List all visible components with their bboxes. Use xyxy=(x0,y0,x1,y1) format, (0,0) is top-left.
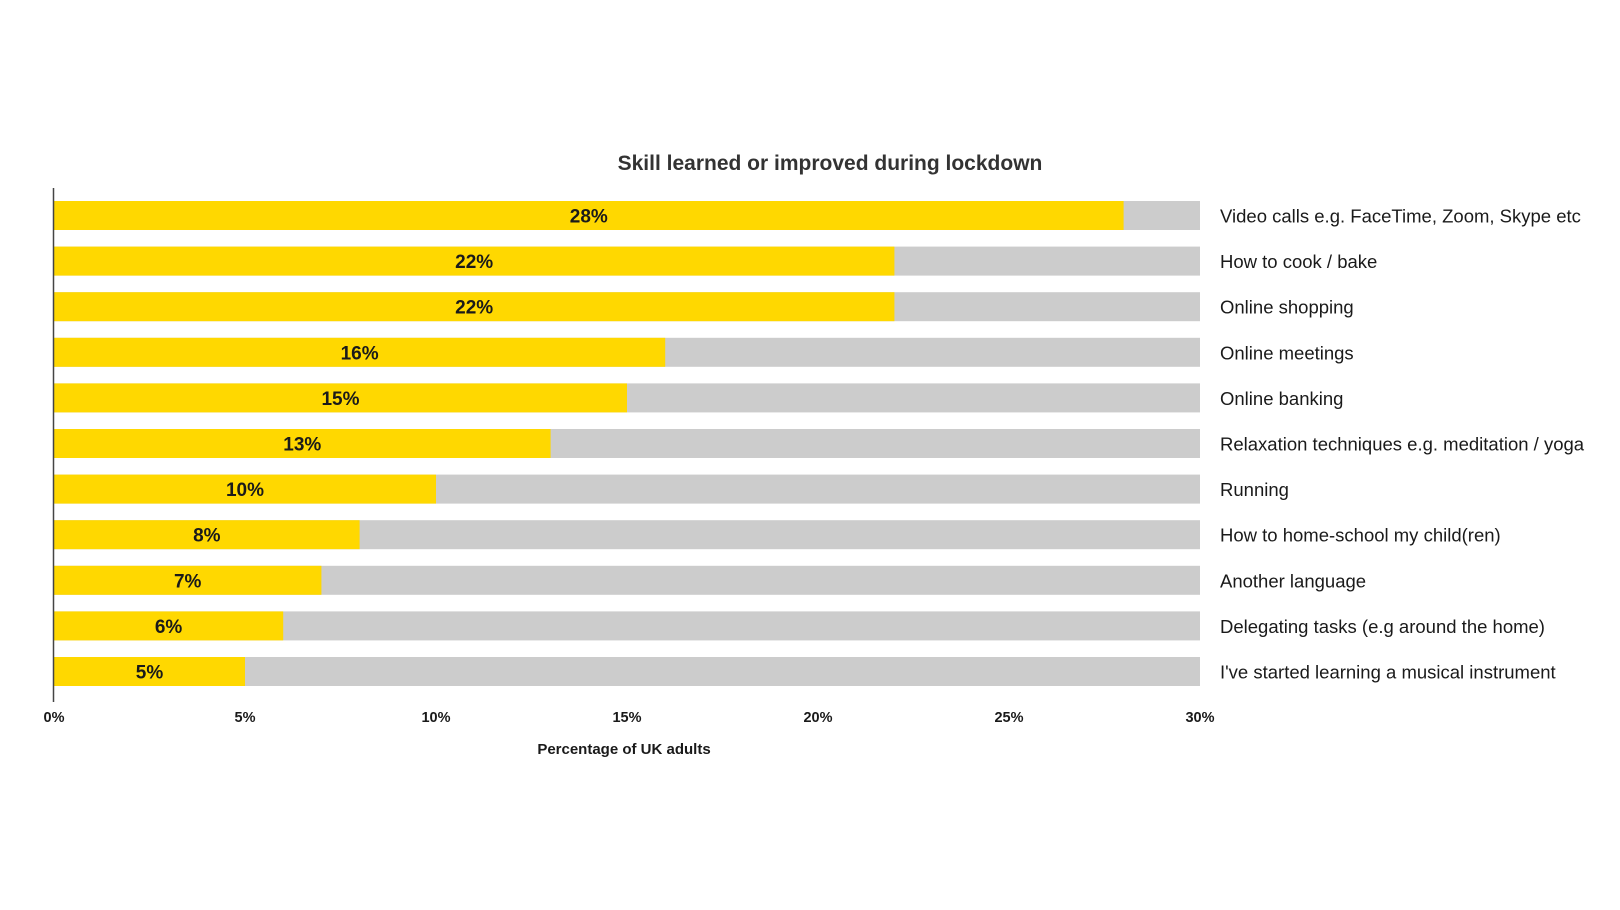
bar-value-label: 7% xyxy=(174,571,202,592)
bar-row: 5% I've started learning a musical instru… xyxy=(54,657,1556,686)
x-tick-label: 25% xyxy=(994,710,1023,726)
bar-value-label: 28% xyxy=(570,207,608,228)
bar-value-label: 5% xyxy=(136,663,164,684)
bar xyxy=(54,429,551,458)
bars-layer: 28% Video calls e.g. FaceTime, Zoom, Skyp… xyxy=(54,201,1585,686)
bar xyxy=(54,611,284,641)
bar-row: 16% Online meetings xyxy=(54,337,1354,367)
category-label: Relaxation techniques e.g. meditation / … xyxy=(1220,434,1585,455)
bar-value-label: 13% xyxy=(283,435,321,456)
category-label: Online shopping xyxy=(1220,297,1354,318)
chart-title: Skill learned or improved during lockdow… xyxy=(618,152,1043,175)
bar-row: 10% Running xyxy=(54,474,1289,504)
bar-row: 28% Video calls e.g. FaceTime, Zoom, Skyp… xyxy=(54,201,1581,230)
x-tick-label: 10% xyxy=(421,710,450,726)
category-label: Running xyxy=(1220,479,1289,500)
category-label: Another language xyxy=(1220,570,1366,591)
bar-value-label: 16% xyxy=(341,343,379,364)
bar-value-label: 22% xyxy=(455,298,493,319)
bar-row: 8% How to home-school my child(ren) xyxy=(54,520,1501,550)
category-label: Online banking xyxy=(1220,388,1343,409)
bar xyxy=(54,657,245,686)
x-axis-title: Percentage of UK adults xyxy=(537,741,710,758)
bar xyxy=(54,246,895,276)
bar xyxy=(54,201,1124,230)
bar-value-label: 15% xyxy=(321,389,359,410)
bar-value-label: 22% xyxy=(455,252,493,273)
x-tick-label: 30% xyxy=(1185,710,1214,726)
x-tick-label: 20% xyxy=(803,710,832,726)
bar-value-label: 8% xyxy=(193,526,221,547)
bar xyxy=(54,520,360,550)
bar xyxy=(54,565,322,595)
x-axis-ticks: 0% 5% 10% 15% 20% 25% 30% xyxy=(44,710,1215,726)
bar xyxy=(54,292,895,322)
bar-row: 22% How to cook / bake xyxy=(54,246,1377,276)
bar-row: 6% Delegating tasks (e.g around the home) xyxy=(54,611,1545,641)
bar xyxy=(54,337,666,367)
category-label: How to cook / bake xyxy=(1220,251,1377,272)
bar-row: 7% Another language xyxy=(54,565,1366,595)
x-tick-label: 5% xyxy=(235,710,256,726)
category-label: Online meetings xyxy=(1220,342,1354,363)
bar-value-label: 10% xyxy=(226,480,264,501)
bar-row: 13% Relaxation techniques e.g. meditation… xyxy=(54,429,1585,458)
category-label: I've started learning a musical instrume… xyxy=(1220,662,1556,683)
bar-row: 15% Online banking xyxy=(54,383,1343,413)
bar xyxy=(54,383,627,413)
category-label: Delegating tasks (e.g around the home) xyxy=(1220,616,1545,637)
category-label: How to home-school my child(ren) xyxy=(1220,525,1501,546)
bar-row: 22% Online shopping xyxy=(54,292,1354,322)
x-tick-label: 0% xyxy=(44,710,65,726)
x-tick-label: 15% xyxy=(612,710,641,726)
bar xyxy=(54,474,436,504)
bar-value-label: 6% xyxy=(155,617,183,638)
category-label: Video calls e.g. FaceTime, Zoom, Skype e… xyxy=(1220,206,1581,227)
